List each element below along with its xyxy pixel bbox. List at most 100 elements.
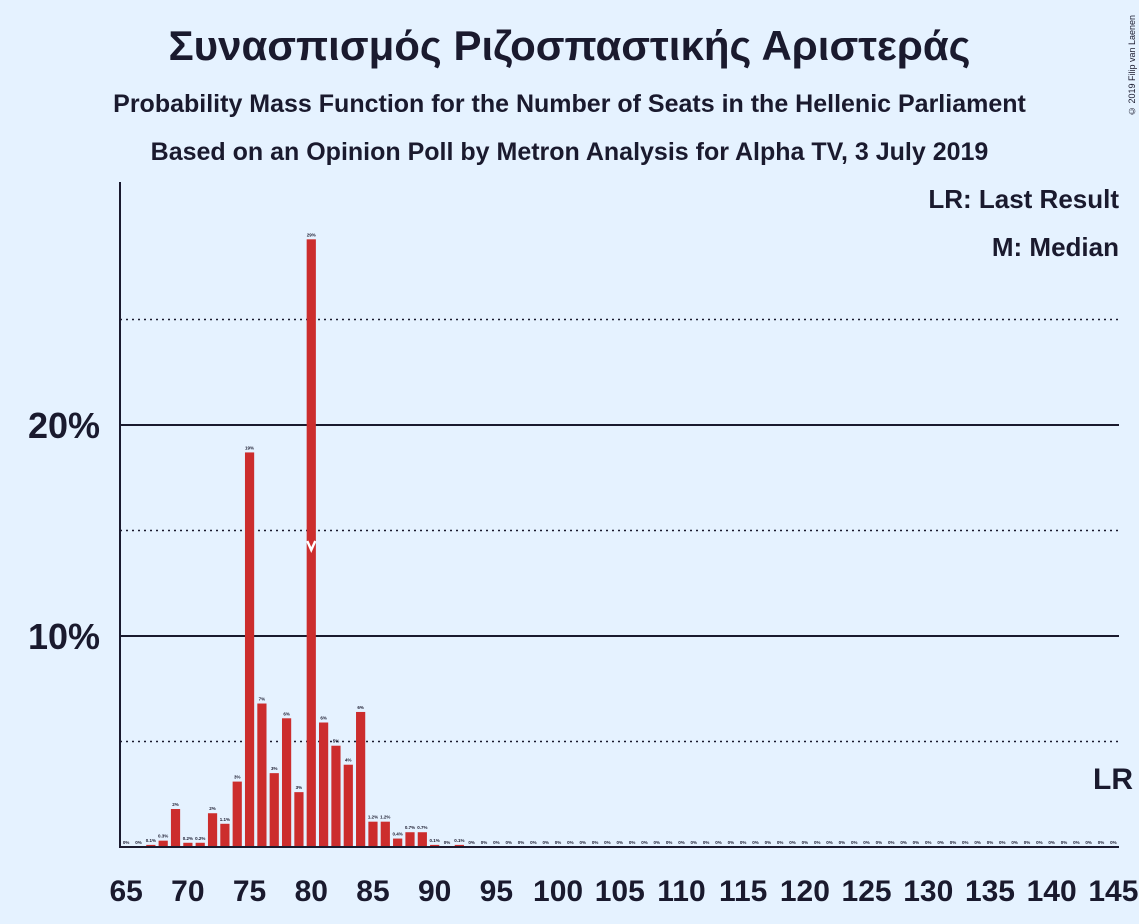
bar-label-133: 0%: [962, 840, 969, 845]
bar-69: [170, 809, 181, 847]
bar-label-99: 0%: [542, 840, 549, 845]
bar-label-100: 0%: [555, 840, 562, 845]
x-tick-label-120: 120: [780, 875, 830, 908]
bar-92: [454, 844, 464, 847]
bar-label-109: 0%: [666, 840, 673, 845]
x-tick-label-65: 65: [109, 875, 142, 908]
bar-83: [343, 764, 353, 847]
bar-label-101: 0%: [567, 840, 574, 845]
x-tick-label-135: 135: [965, 875, 1015, 908]
median-marker: M: [306, 540, 317, 553]
gridlines: [120, 318, 1119, 743]
bar-label-127: 0%: [888, 840, 895, 845]
x-tick-label-125: 125: [842, 875, 892, 908]
bar-79: [294, 792, 304, 847]
bar-label-141: 0%: [1061, 840, 1068, 845]
bar-label-132: 0%: [950, 840, 957, 845]
bar-label-86: 1.2%: [380, 815, 390, 820]
bar-71: [195, 842, 205, 847]
bar-label-137: 0%: [1011, 840, 1018, 845]
bar-label-93: 0%: [468, 840, 475, 845]
bar-label-66: 0%: [135, 840, 142, 845]
bar-labels: 0% 0% 0.1%0.3%2%0.2% 0.2%2%1.1%3%19%7%3%6%3…: [123, 232, 1117, 845]
bar-89: [417, 832, 427, 847]
bar-label-92: 0.1%: [454, 838, 464, 843]
bar-84: [356, 711, 366, 847]
bar-label-111: 0%: [691, 840, 698, 845]
bar-label-70: 0.2%: [183, 836, 193, 841]
bar-70: [183, 842, 193, 847]
bar-label-103: 0%: [592, 840, 599, 845]
bar-label-105: 0%: [617, 840, 624, 845]
bar-label-81: 6%: [320, 716, 327, 721]
bar-label-120: 0%: [802, 840, 809, 845]
bar-label-94: 0%: [481, 840, 488, 845]
bar-label-98: 0%: [530, 840, 537, 845]
x-tick-label-75: 75: [233, 875, 266, 908]
bar-81: [319, 722, 329, 847]
bar-label-82: 5%: [333, 739, 340, 744]
bar-86: [380, 821, 390, 847]
x-tick-label-145: 145: [1088, 875, 1138, 908]
bar-label-102: 0%: [579, 840, 586, 845]
x-tick-labels: 65 70 75 80 85 90 95 100 105 110 115 120 125 130 135 14…: [109, 875, 1138, 908]
x-tick-label-95: 95: [480, 875, 513, 908]
bar-label-121: 0%: [814, 840, 821, 845]
bar-75: [244, 452, 255, 847]
bar-88: [405, 832, 415, 847]
bar-label-74: 3%: [234, 775, 241, 780]
x-tick-label-140: 140: [1027, 875, 1077, 908]
bar-label-135: 0%: [987, 840, 994, 845]
x-tick-label-130: 130: [903, 875, 953, 908]
bar-label-90: 0.1%: [430, 838, 440, 843]
bar-label-76: 7%: [259, 697, 266, 702]
bar-label-78: 6%: [283, 711, 290, 716]
bar-67: [146, 844, 156, 847]
axes: [119, 182, 1119, 848]
bar-label-72: 2%: [209, 806, 216, 811]
bars: [146, 239, 464, 847]
bar-label-136: 0%: [999, 840, 1006, 845]
bar-label-108: 0%: [654, 840, 661, 845]
x-tick-label-85: 85: [356, 875, 389, 908]
markers: M LR: [306, 540, 1133, 796]
bar-72: [207, 813, 218, 847]
bar-label-73: 1.1%: [220, 817, 230, 822]
bar-label-88: 0.7%: [405, 825, 415, 830]
bar-label-134: 0%: [974, 840, 981, 845]
x-tick-label-80: 80: [295, 875, 328, 908]
bar-label-87: 0.4%: [393, 832, 403, 837]
bar-label-68: 0.3%: [158, 834, 168, 839]
y-tick-label-10: 10%: [28, 616, 100, 657]
bar-label-119: 0%: [789, 840, 796, 845]
bar-label-129: 0%: [913, 840, 920, 845]
bar-label-139: 0%: [1036, 840, 1043, 845]
x-tick-label-110: 110: [657, 875, 705, 908]
bar-label-80: 29%: [307, 232, 316, 237]
bar-label-104: 0%: [604, 840, 611, 845]
x-tick-label-100: 100: [533, 875, 583, 908]
chart-title: Συνασπισμός Ριζοσπαστικής Αριστεράς: [168, 22, 971, 69]
x-tick-label-105: 105: [595, 875, 645, 908]
bar-76: [257, 703, 267, 847]
bar-73: [220, 823, 230, 847]
bar-label-89: 0.7%: [417, 825, 427, 830]
bar-label-124: 0%: [851, 840, 858, 845]
bar-label-69: 2%: [172, 802, 179, 807]
bar-label-140: 0%: [1048, 840, 1055, 845]
y-tick-labels: 10% 20%: [28, 405, 100, 657]
bar-label-126: 0%: [876, 840, 883, 845]
bar-label-95: 0%: [493, 840, 500, 845]
bar-label-123: 0%: [839, 840, 846, 845]
bar-82: [331, 745, 341, 847]
bar-label-144: 0%: [1098, 840, 1105, 845]
bar-label-115: 0%: [740, 840, 747, 845]
bar-label-71: 0.2%: [195, 836, 205, 841]
chart-subtitle: Probability Mass Function for the Number…: [113, 90, 1026, 118]
x-tick-label-90: 90: [418, 875, 451, 908]
bar-label-110: 0%: [678, 840, 685, 845]
bar-label-114: 0%: [728, 840, 735, 845]
y-tick-label-20: 20%: [28, 405, 100, 446]
x-tick-label-70: 70: [171, 875, 204, 908]
bar-label-125: 0%: [863, 840, 870, 845]
